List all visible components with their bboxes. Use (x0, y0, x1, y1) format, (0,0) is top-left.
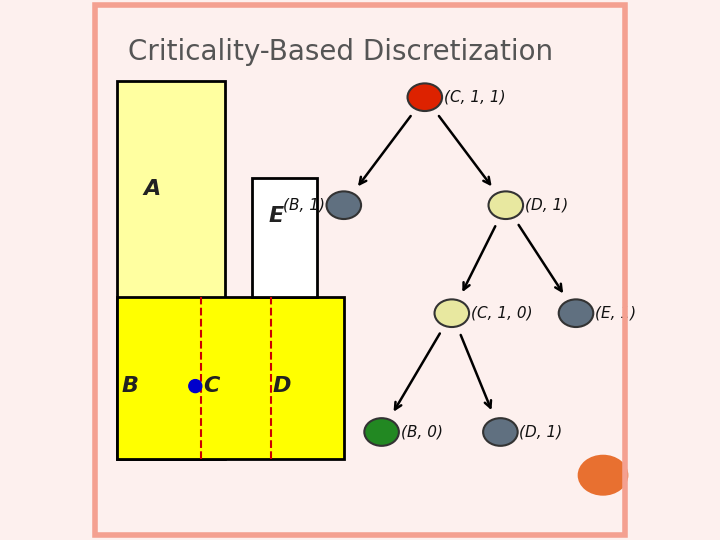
Ellipse shape (488, 191, 523, 219)
Text: C: C (203, 376, 220, 396)
Text: (E, 1): (E, 1) (595, 306, 636, 321)
Text: D: D (272, 376, 291, 396)
Text: (D, 1): (D, 1) (519, 424, 562, 440)
Ellipse shape (408, 83, 442, 111)
Ellipse shape (364, 418, 399, 446)
FancyBboxPatch shape (117, 81, 225, 459)
Text: A: A (143, 179, 161, 199)
Ellipse shape (579, 456, 627, 495)
Ellipse shape (559, 299, 593, 327)
Text: (D, 1): (D, 1) (525, 198, 568, 213)
Text: E: E (269, 206, 284, 226)
Ellipse shape (327, 191, 361, 219)
Text: (C, 1, 0): (C, 1, 0) (471, 306, 532, 321)
Ellipse shape (435, 299, 469, 327)
Text: B: B (122, 376, 139, 396)
Polygon shape (117, 297, 225, 459)
FancyBboxPatch shape (252, 178, 317, 297)
Ellipse shape (483, 418, 518, 446)
Text: Criticality-Based Discretization: Criticality-Based Discretization (128, 38, 553, 66)
FancyBboxPatch shape (117, 297, 344, 459)
Text: (C, 1, 1): (C, 1, 1) (444, 90, 505, 105)
Text: (B, 1): (B, 1) (283, 198, 325, 213)
Text: (B, 0): (B, 0) (400, 424, 443, 440)
Circle shape (189, 380, 202, 393)
